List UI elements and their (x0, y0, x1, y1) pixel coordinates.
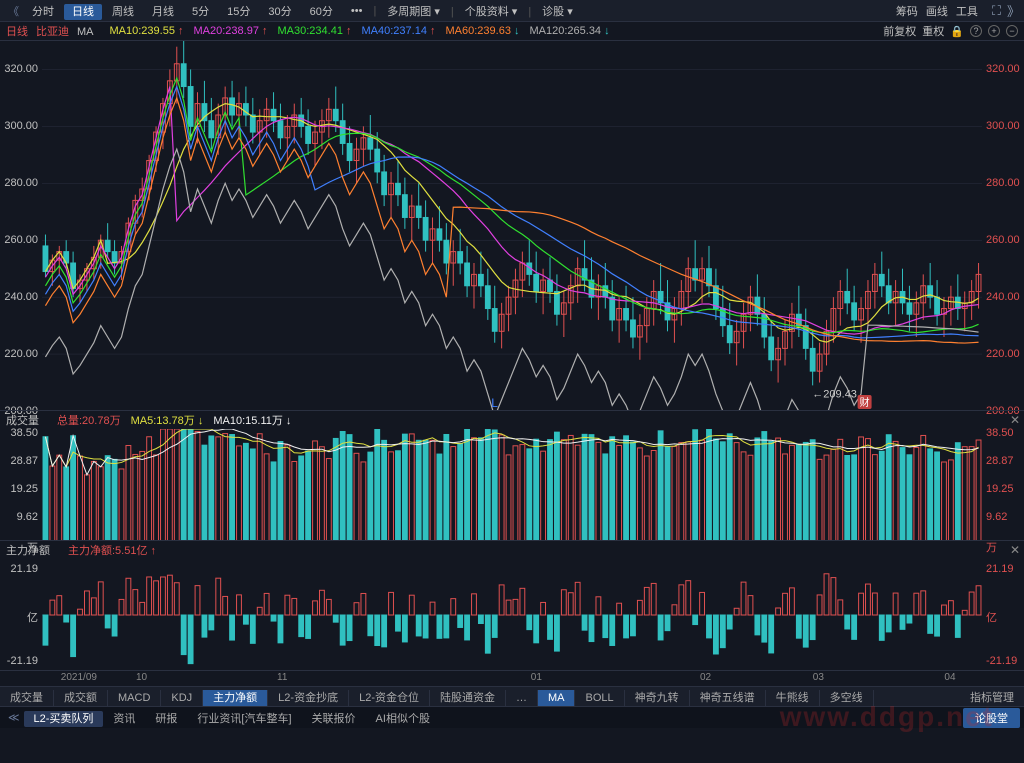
tf-30分[interactable]: 30分 (260, 4, 299, 20)
circle-plus-icon[interactable]: + (988, 25, 1000, 37)
tf-分时[interactable]: 分时 (24, 4, 62, 20)
top-right-1[interactable]: 画线 (926, 6, 948, 18)
circle-minus-icon[interactable]: − (1006, 25, 1018, 37)
date-04: 04 (944, 672, 955, 683)
circle-q-icon[interactable]: ? (970, 25, 982, 37)
tf-周线[interactable]: 周线 (104, 4, 142, 20)
infotab-AI相似个股[interactable]: AI相似个股 (366, 711, 440, 727)
infotab-研报[interactable]: 研报 (145, 711, 187, 727)
forum-button[interactable]: 论股堂 (963, 708, 1020, 728)
indtab-成交量[interactable]: 成交量 (0, 690, 54, 706)
net-title: 主力净额 (6, 542, 50, 558)
tf-15分[interactable]: 15分 (219, 4, 258, 20)
indicator-tabs: 成交量成交额MACDKDJ主力净额L2-资金抄底L2-资金仓位陆股通资金…MAB… (0, 686, 1024, 706)
volume-panel: ✕ 成交量 总量:20.78万 MA5:13.78万 ↓ MA10:15.11万 ↓… (0, 410, 1024, 540)
infotab-行业资讯[汽车整车][interactable]: 行业资讯[汽车整车] (187, 711, 301, 727)
svg-text:财: 财 (860, 396, 870, 409)
date-01: 01 (531, 672, 542, 683)
indtab-blank[interactable]: … (506, 690, 538, 706)
indtab-MA[interactable]: MA (538, 690, 576, 706)
ind-tag-0: 日线 (6, 26, 28, 38)
candlestick-panel: 200.00220.00240.00260.00280.00300.00320.… (0, 40, 1024, 410)
indtab-KDJ[interactable]: KDJ (161, 690, 203, 706)
ma-MA120: MA120:265.34 ↓ (530, 25, 610, 37)
indtab-成交额[interactable]: 成交额 (54, 690, 108, 706)
extra-0[interactable]: 多周期图 ▾ (379, 4, 448, 20)
extra-2[interactable]: 诊股 ▾ (534, 4, 581, 20)
lock-icon[interactable]: 🔒 (950, 25, 964, 38)
indtab-陆股通资金[interactable]: 陆股通资金 (430, 690, 506, 706)
ind-tag-2: MA (77, 26, 94, 38)
vol-MA10: MA10:15.11万 ↓ (213, 415, 291, 427)
chongquan-label[interactable]: 重权 (922, 23, 944, 39)
fullscreen-icon[interactable]: ⛶ (992, 3, 1001, 19)
info-tabs: ≪ L2-买卖队列资讯研报行业资讯[汽车整车]关联报价AI相似个股 论股堂 (0, 706, 1024, 728)
indtab-多空线[interactable]: 多空线 (820, 690, 874, 706)
top-toolbar: 《 分时日线周线月线5分15分30分60分 ••• | 多周期图 ▾|个股资料 … (0, 0, 1024, 22)
infotab-L2-买卖队列[interactable]: L2-买卖队列 (24, 711, 104, 727)
close-net-icon[interactable]: ✕ (1010, 543, 1020, 557)
tf-5分[interactable]: 5分 (184, 4, 217, 20)
svg-text:L: L (491, 396, 498, 410)
indtab-牛熊线[interactable]: 牛熊线 (766, 690, 820, 706)
svg-text:←209.43: ←209.43 (812, 388, 857, 400)
ma-MA10: MA10:239.55 ↑ (110, 25, 184, 37)
vol-title: 成交量 (6, 412, 39, 428)
info-chev-icon[interactable]: ≪ (4, 711, 24, 724)
top-right-2[interactable]: 工具 (956, 6, 978, 18)
tf-more[interactable]: ••• (343, 3, 371, 19)
netflow-chart[interactable] (42, 559, 982, 670)
tf-日线[interactable]: 日线 (64, 4, 102, 20)
ind-tag-1: 比亚迪 (36, 26, 69, 38)
date-2021/09: 2021/09 (61, 672, 97, 683)
fuquan-label[interactable]: 前复权 (883, 23, 916, 39)
ma-MA60: MA60:239.63 ↓ (446, 25, 520, 37)
indtab-BOLL[interactable]: BOLL (575, 690, 624, 706)
volume-chart[interactable] (42, 429, 982, 540)
candlestick-chart[interactable]: ←333.33←209.43L财 (42, 41, 982, 410)
tf-60分[interactable]: 60分 (302, 4, 341, 20)
top-right-0[interactable]: 筹码 (896, 6, 918, 18)
indtab-MACD[interactable]: MACD (108, 690, 161, 706)
ma-MA30: MA30:234.41 ↑ (278, 25, 352, 37)
date-03: 03 (813, 672, 824, 683)
close-vol-icon[interactable]: ✕ (1010, 413, 1020, 427)
infotab-关联报价[interactable]: 关联报价 (302, 711, 366, 727)
indtab-L2-资金仓位[interactable]: L2-资金仓位 (349, 690, 430, 706)
prev-chev-icon[interactable]: 《 (4, 3, 23, 19)
ma-MA40: MA40:237.14 ↑ (362, 25, 436, 37)
main-indicator-line: 日线比亚迪 MA MA10:239.55 ↑ MA20:238.97 ↑ MA30:2… (0, 22, 1024, 40)
indtab-L2-资金抄底[interactable]: L2-资金抄底 (268, 690, 349, 706)
date-11: 11 (277, 672, 287, 683)
indtab-主力净额[interactable]: 主力净额 (203, 690, 268, 706)
date-02: 02 (700, 672, 711, 683)
tf-月线[interactable]: 月线 (144, 4, 182, 20)
extra-1[interactable]: 个股资料 ▾ (457, 4, 526, 20)
vol-MA5: MA5:13.78万 ↓ (131, 415, 204, 427)
infotab-资讯[interactable]: 资讯 (103, 711, 145, 727)
netflow-panel: ✕ 主力净额 主力净额:5.51亿 ↑ 21.19亿-21.19 21.19亿-… (0, 540, 1024, 670)
indtab-神奇九转[interactable]: 神奇九转 (625, 690, 690, 706)
ma-MA20: MA20:238.97 ↑ (194, 25, 268, 37)
indtab-神奇五线谱[interactable]: 神奇五线谱 (690, 690, 766, 706)
indicator-manager[interactable]: 指标管理 (960, 687, 1024, 707)
date-axis: 2021/09 10 11 01 02 03 04 (0, 670, 1024, 686)
next-chev-icon[interactable]: 》 (1007, 1, 1020, 20)
date-10: 10 (136, 672, 147, 683)
vol-总量: 总量:20.78万 (57, 415, 121, 427)
net-main-val: 主力净额:5.51亿 ↑ (68, 545, 156, 557)
